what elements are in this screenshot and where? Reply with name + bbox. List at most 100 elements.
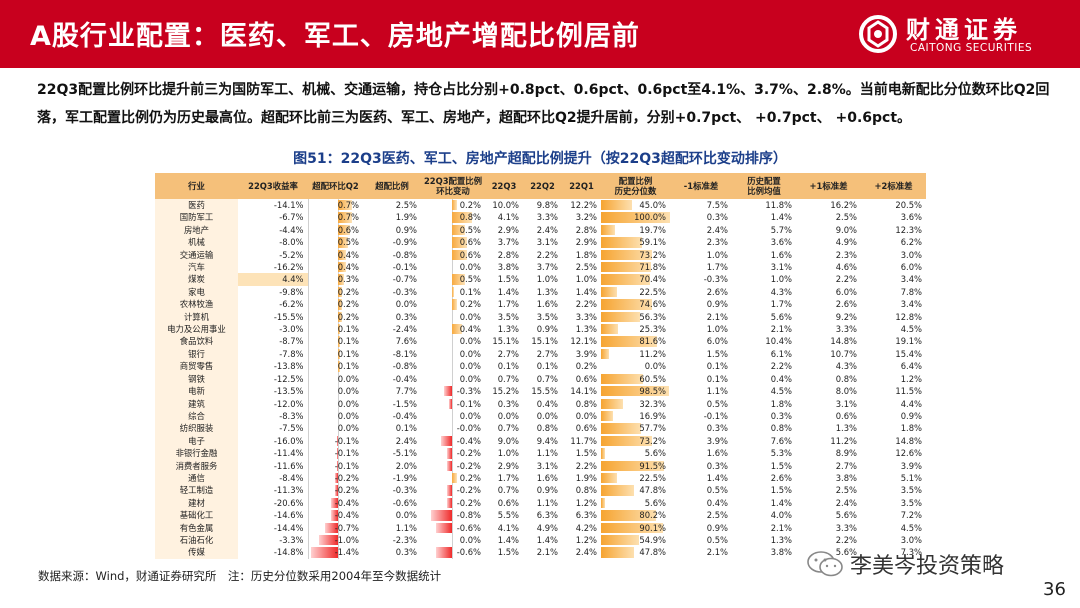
cell-value: 59.1% xyxy=(639,237,666,248)
cell-plus-2sd: 3.0% xyxy=(900,249,922,260)
cell-q3-return: -6.2% xyxy=(238,298,309,311)
percentile-bar xyxy=(601,485,634,496)
cell-plus-1sd: 10.7% xyxy=(830,348,857,359)
cell-hist-percentile: 56.3% xyxy=(601,311,670,323)
cell-industry: 农林牧渔 xyxy=(155,298,238,311)
cell-plus-2sd: 15.4% xyxy=(895,348,922,359)
change-bar xyxy=(338,348,341,360)
col-header-hist-percentile: 配置比例 历史分位数 xyxy=(601,173,670,199)
cell-overweight-qoq: 0.1% xyxy=(308,323,363,336)
percentile-bar xyxy=(601,200,633,211)
cell-value: 0.0% xyxy=(459,311,481,322)
cell-value: 0.1% xyxy=(337,324,359,335)
cell-hist-percentile: 5.6% xyxy=(601,447,670,459)
cell-industry: 电新 xyxy=(155,385,238,398)
cell-q3-return: -15.5% xyxy=(238,310,309,324)
cell-q3-alloc: 4.1% xyxy=(497,212,519,223)
change-bar xyxy=(311,547,339,558)
cell-hist-mean: 5.7% xyxy=(770,224,792,235)
cell-value: -0.2% xyxy=(334,485,359,496)
cell-overweight-qoq: -1.4% xyxy=(308,546,363,559)
zero-axis-line xyxy=(338,484,340,497)
cell-q3-return: -8.4% xyxy=(238,471,309,485)
cell-q1-alloc: 4.2% xyxy=(575,522,597,533)
cell-q3-return: -14.6% xyxy=(238,509,309,522)
cell-minus-1sd: 0.3% xyxy=(706,460,728,471)
cell-q2-alloc: 2.4% xyxy=(536,224,558,235)
cell-hist-percentile: 47.8% xyxy=(601,546,670,558)
cell-industry: 消费者服务 xyxy=(155,459,238,472)
cell-q3-alloc: 1.5% xyxy=(497,274,519,285)
cell-overweight-qoq: 0.0% xyxy=(308,372,363,386)
zero-axis-line xyxy=(451,409,453,423)
table-row: 汽车 -16.2% 0.4% -0.1% 0.0% 3.8% 3.7% 2.5% 71.8% 1.… xyxy=(155,261,926,274)
table-row: 食品饮料 -8.7% 0.1% 7.6% 0.0% 15.1% 15.1% 12.1% 81.6… xyxy=(155,335,926,348)
cell-minus-1sd: 0.5% xyxy=(706,534,728,545)
change-bar xyxy=(338,224,351,236)
cell-hist-mean: 7.6% xyxy=(770,435,792,446)
cell-overweight-ratio: -0.8% xyxy=(392,361,417,372)
table-row: 电力及公用事业 -3.0% 0.1% -2.4% 0.4% 1.3% 0.9% 1.3% 25.… xyxy=(155,323,926,336)
cell-hist-percentile: 11.2% xyxy=(601,348,670,360)
percentile-bar xyxy=(601,472,617,484)
zero-axis-line xyxy=(338,422,340,435)
cell-q3-alloc: 15.2% xyxy=(492,386,519,397)
zero-axis-line xyxy=(338,397,340,410)
cell-plus-2sd: 12.3% xyxy=(895,224,922,235)
cell-hist-percentile: 59.1% xyxy=(601,236,670,248)
cell-q2-alloc: 1.6% xyxy=(536,299,558,310)
zero-axis-line xyxy=(338,372,340,386)
cell-q2-alloc: 0.8% xyxy=(536,423,558,434)
percentile-bar xyxy=(601,410,613,422)
cell-hist-mean: 2.1% xyxy=(770,522,792,533)
zero-axis-line xyxy=(451,434,453,448)
cell-overweight-qoq: 0.1% xyxy=(308,360,363,373)
title-bar: A股行业配置：医药、军工、房地产增配比例居前 财通证券 CAITONG SECU… xyxy=(0,0,1080,68)
change-bar xyxy=(451,237,468,248)
cell-industry: 商贸零售 xyxy=(155,360,238,373)
allocation-table-wrapper: 行业 22Q3收益率 超配环比Q2 超配比例 22Q3配置比例 环比变动 22Q3 22Q2 2… xyxy=(155,173,926,559)
cell-q3-return: -3.3% xyxy=(238,533,309,547)
table-header-row: 行业 22Q3收益率 超配环比Q2 超配比例 22Q3配置比例 环比变动 22Q3 22Q2 2… xyxy=(155,173,926,199)
cell-minus-1sd: 1.4% xyxy=(706,472,728,483)
zero-axis-line xyxy=(451,484,453,497)
cell-hist-mean: 4.5% xyxy=(770,386,792,397)
cell-plus-1sd: 11.2% xyxy=(830,435,857,446)
cell-overweight-qoq: 0.2% xyxy=(308,310,363,324)
col-header-q3-alloc: 22Q3 xyxy=(485,173,523,199)
cell-q2-alloc: 3.7% xyxy=(536,262,558,273)
cell-q3-alloc: 0.7% xyxy=(497,423,519,434)
cell-q2-alloc: 1.4% xyxy=(536,534,558,545)
change-bar xyxy=(451,472,457,484)
cell-hist-mean: 2.1% xyxy=(770,324,792,335)
cell-allocation-change: 0.0% xyxy=(421,310,485,324)
cell-plus-2sd: 3.0% xyxy=(900,534,922,545)
cell-hist-mean: 1.7% xyxy=(770,299,792,310)
cell-hist-percentile: 0.0% xyxy=(601,360,670,372)
cell-q3-return: -14.1% xyxy=(238,199,309,212)
table-row: 电子 -16.0% -0.1% 2.4% -0.4% 9.0% 9.4% 11.7% 73.2%… xyxy=(155,434,926,448)
col-header-overweight-qoq: 超配环比Q2 xyxy=(308,173,363,199)
table-row: 基础化工 -14.6% -0.4% 0.0% -0.8% 5.5% 6.3% 6.3% 80.2… xyxy=(155,509,926,522)
cell-minus-1sd: 1.7% xyxy=(706,262,728,273)
cell-q2-alloc: 4.9% xyxy=(536,522,558,533)
cell-q2-alloc: 2.7% xyxy=(536,348,558,359)
cell-q3-alloc: 1.4% xyxy=(497,534,519,545)
cell-q1-alloc: 2.4% xyxy=(575,547,597,558)
cell-industry: 钢铁 xyxy=(155,372,238,386)
cell-hist-percentile: 32.3% xyxy=(601,398,670,410)
cell-minus-1sd: 0.4% xyxy=(706,497,728,508)
cell-plus-2sd: 6.0% xyxy=(900,262,922,273)
cell-minus-1sd: 2.6% xyxy=(706,286,728,297)
change-bar xyxy=(338,237,349,248)
zero-axis-line xyxy=(451,509,453,522)
table-row: 计算机 -15.5% 0.2% 0.3% 0.0% 3.5% 3.5% 3.3% 56.3% 2.… xyxy=(155,310,926,324)
logo-emblem-icon xyxy=(859,15,897,53)
cell-value: -0.2% xyxy=(456,497,481,508)
cell-value: 0.0% xyxy=(459,410,481,421)
cell-q3-return: -11.6% xyxy=(238,459,309,472)
cell-allocation-change: 0.5% xyxy=(421,273,485,286)
cell-hist-mean: 1.8% xyxy=(770,398,792,409)
cell-hist-mean: 2.2% xyxy=(770,361,792,372)
zero-axis-line xyxy=(451,385,453,398)
